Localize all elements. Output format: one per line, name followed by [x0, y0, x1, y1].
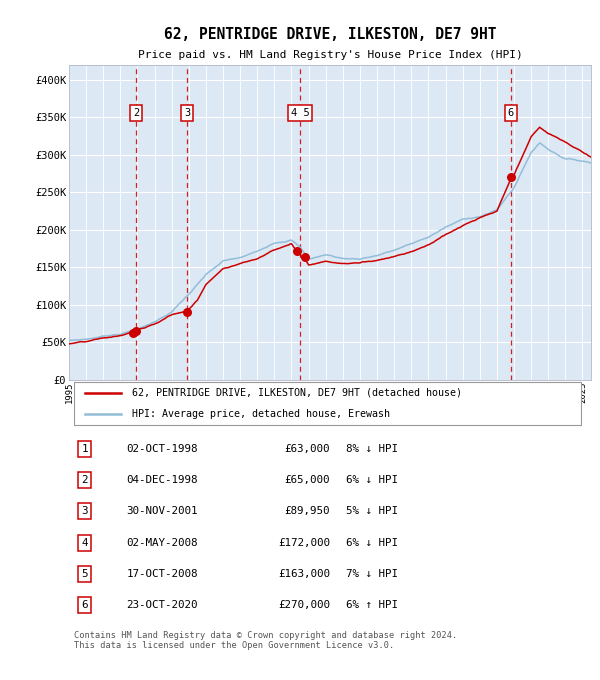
Text: £65,000: £65,000 — [284, 475, 330, 485]
Text: 62, PENTRIDGE DRIVE, ILKESTON, DE7 9HT: 62, PENTRIDGE DRIVE, ILKESTON, DE7 9HT — [164, 27, 496, 42]
Text: 2: 2 — [82, 475, 88, 485]
Text: 23-OCT-2020: 23-OCT-2020 — [127, 600, 198, 610]
Text: 17-OCT-2008: 17-OCT-2008 — [127, 569, 198, 579]
Text: 62, PENTRIDGE DRIVE, ILKESTON, DE7 9HT (detached house): 62, PENTRIDGE DRIVE, ILKESTON, DE7 9HT (… — [131, 388, 461, 398]
Text: 1: 1 — [82, 444, 88, 454]
Text: 3: 3 — [82, 507, 88, 516]
Text: 02-MAY-2008: 02-MAY-2008 — [127, 538, 198, 547]
Text: 5: 5 — [82, 569, 88, 579]
Text: £163,000: £163,000 — [278, 569, 330, 579]
Text: Contains HM Land Registry data © Crown copyright and database right 2024.
This d: Contains HM Land Registry data © Crown c… — [74, 631, 457, 650]
Text: Price paid vs. HM Land Registry's House Price Index (HPI): Price paid vs. HM Land Registry's House … — [137, 50, 523, 60]
Text: 8% ↓ HPI: 8% ↓ HPI — [346, 444, 398, 454]
Text: 5% ↓ HPI: 5% ↓ HPI — [346, 507, 398, 516]
Text: 02-OCT-1998: 02-OCT-1998 — [127, 444, 198, 454]
Text: 3: 3 — [184, 108, 191, 118]
Text: HPI: Average price, detached house, Erewash: HPI: Average price, detached house, Erew… — [131, 409, 389, 420]
Text: 6% ↑ HPI: 6% ↑ HPI — [346, 600, 398, 610]
Text: 04-DEC-1998: 04-DEC-1998 — [127, 475, 198, 485]
Text: 4 5: 4 5 — [290, 108, 310, 118]
Text: 2: 2 — [133, 108, 139, 118]
Text: £89,950: £89,950 — [284, 507, 330, 516]
Text: 6: 6 — [508, 108, 514, 118]
Text: 6% ↓ HPI: 6% ↓ HPI — [346, 475, 398, 485]
FancyBboxPatch shape — [74, 381, 581, 425]
Text: 7% ↓ HPI: 7% ↓ HPI — [346, 569, 398, 579]
Text: 30-NOV-2001: 30-NOV-2001 — [127, 507, 198, 516]
Text: 6: 6 — [82, 600, 88, 610]
Text: £172,000: £172,000 — [278, 538, 330, 547]
Text: 6% ↓ HPI: 6% ↓ HPI — [346, 538, 398, 547]
Text: 4: 4 — [82, 538, 88, 547]
Text: £270,000: £270,000 — [278, 600, 330, 610]
Text: £63,000: £63,000 — [284, 444, 330, 454]
